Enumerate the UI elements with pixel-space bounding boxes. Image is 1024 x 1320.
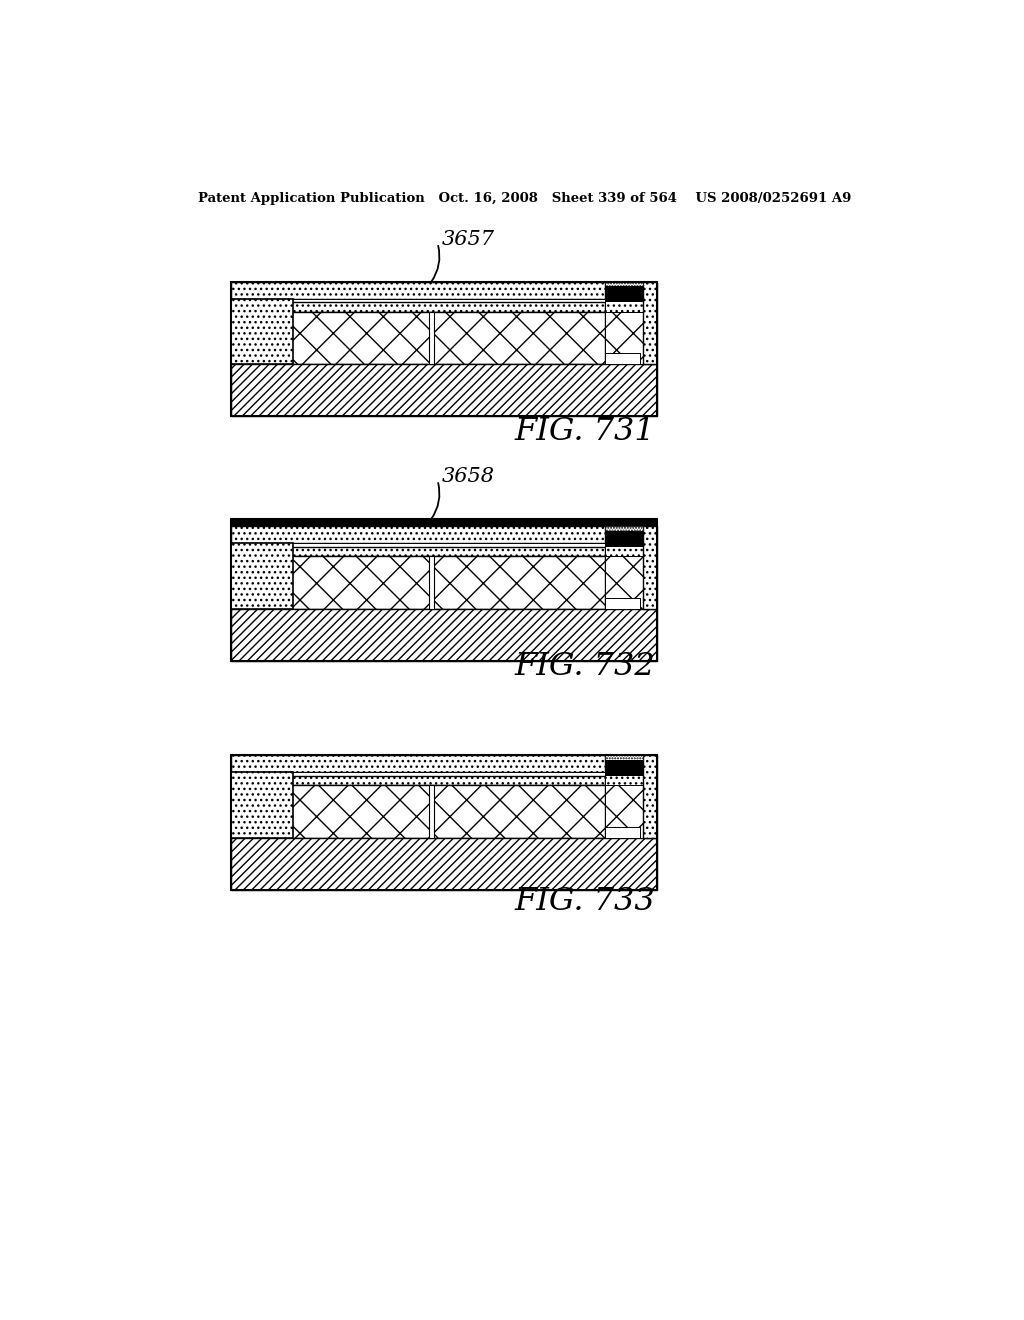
Text: FIG. 733: FIG. 733 [515,886,655,917]
Bar [604,755,643,760]
Bar [231,281,604,298]
Bar [429,785,434,838]
Bar [231,281,657,416]
Text: FIG. 732: FIG. 732 [515,651,655,682]
Bar [429,312,434,364]
Bar [604,755,643,776]
Bar [231,298,604,302]
Bar [604,826,640,838]
Bar [643,527,657,609]
Bar [604,286,643,302]
Bar [231,838,657,890]
Text: Patent Application Publication   Oct. 16, 2008   Sheet 339 of 564    US 2008/025: Patent Application Publication Oct. 16, … [198,191,852,205]
Bar [604,598,640,609]
Bar [231,609,657,661]
Bar [231,312,604,364]
Bar [231,548,604,557]
Text: 3658: 3658 [441,467,495,486]
Bar [231,755,604,772]
Bar [429,557,434,609]
Bar [643,755,657,838]
Text: 3657: 3657 [441,230,495,248]
Bar [231,298,293,364]
Bar [604,785,643,838]
Bar [231,557,604,609]
Bar [643,281,657,364]
Bar [604,298,643,312]
Text: FIG. 731: FIG. 731 [515,416,655,447]
Bar [604,527,643,548]
Bar [604,281,643,286]
Bar [231,544,604,548]
Bar [231,519,657,661]
Bar [604,531,643,548]
Bar [231,772,604,776]
Bar [231,772,293,838]
Bar [604,312,643,364]
Bar [604,281,643,302]
Bar [231,776,604,785]
Bar [231,527,604,544]
Bar [604,354,640,364]
Bar [604,772,643,785]
Bar [604,557,643,609]
Bar [231,364,657,416]
Bar [231,755,657,890]
Bar [231,302,604,312]
Bar [231,544,293,609]
Bar [604,760,643,776]
Bar [604,544,643,557]
Bar [231,519,657,527]
Bar [604,527,643,531]
Bar [231,785,604,838]
